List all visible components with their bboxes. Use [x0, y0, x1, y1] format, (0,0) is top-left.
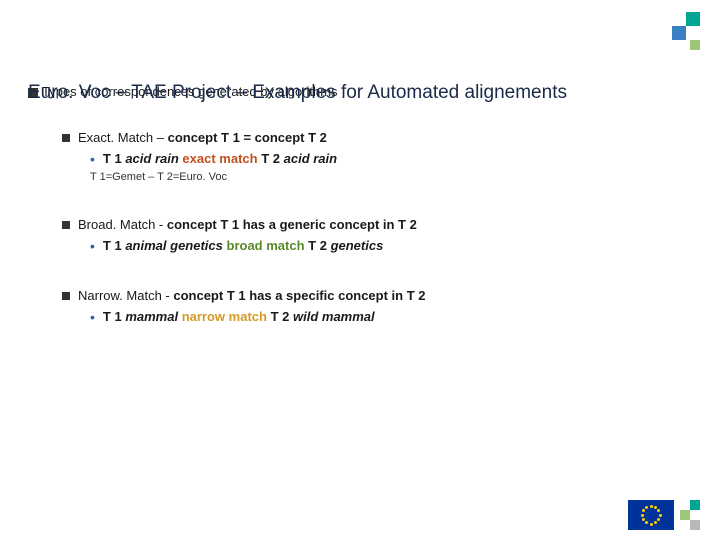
item-sub-text: T 1 animal genetics broad match T 2 gene…	[103, 238, 383, 253]
item-head: Narrow. Match - concept T 1 has a specif…	[62, 288, 680, 303]
item-note: T 1=Gemet – T 2=Euro. Voc	[90, 171, 680, 183]
content-list: Exact. Match – concept T 1 = concept T 2…	[62, 130, 680, 359]
eu-star-icon	[654, 506, 657, 509]
eu-star-icon	[659, 514, 662, 517]
item-sub-text: T 1 acid rain exact match T 2 acid rain	[103, 151, 337, 166]
bullet-square-icon	[62, 221, 70, 229]
item-head-text: Narrow. Match - concept T 1 has a specif…	[78, 288, 426, 303]
item-head-text: Exact. Match – concept T 1 = concept T 2	[78, 130, 327, 145]
eu-star-icon	[645, 506, 648, 509]
corner-square-icon	[672, 26, 686, 40]
bottom-square-icon	[690, 500, 700, 510]
header-area: Types of correspondences generated by al…	[28, 84, 692, 110]
list-item: Broad. Match - concept T 1 has a generic…	[62, 217, 680, 254]
item-sub: • T 1 mammal narrow match T 2 wild mammal	[90, 309, 680, 325]
bottom-square-icon	[690, 520, 700, 530]
corner-square-icon	[690, 40, 700, 50]
eu-star-icon	[645, 521, 648, 524]
item-head: Exact. Match – concept T 1 = concept T 2	[62, 130, 680, 145]
bottom-decoration	[628, 500, 700, 530]
bullet-square-icon	[62, 292, 70, 300]
bullet-square-icon	[62, 134, 70, 142]
eu-star-icon	[642, 518, 645, 521]
eu-star-icon	[650, 523, 653, 526]
list-item: Exact. Match – concept T 1 = concept T 2…	[62, 130, 680, 183]
corner-decoration	[664, 12, 700, 48]
list-item: Narrow. Match - concept T 1 has a specif…	[62, 288, 680, 325]
eu-star-icon	[641, 514, 644, 517]
bullet-dot-icon: •	[90, 238, 95, 254]
page-title: Euro. Voc – TAE Project – Examples for A…	[28, 82, 567, 104]
item-head-text: Broad. Match - concept T 1 has a generic…	[78, 217, 417, 232]
corner-square-icon	[686, 12, 700, 26]
item-sub-text: T 1 mammal narrow match T 2 wild mammal	[103, 309, 375, 324]
item-sub: • T 1 animal genetics broad match T 2 gen…	[90, 238, 680, 254]
eu-star-icon	[650, 505, 653, 508]
eu-star-icon	[654, 521, 657, 524]
bullet-dot-icon: •	[90, 151, 95, 167]
eu-flag-icon	[628, 500, 674, 530]
eu-star-icon	[642, 509, 645, 512]
bullet-dot-icon: •	[90, 309, 95, 325]
bottom-square-icon	[680, 510, 690, 520]
item-sub: • T 1 acid rain exact match T 2 acid rain	[90, 151, 680, 167]
eu-star-icon	[657, 509, 660, 512]
eu-star-icon	[657, 518, 660, 521]
item-head: Broad. Match - concept T 1 has a generic…	[62, 217, 680, 232]
